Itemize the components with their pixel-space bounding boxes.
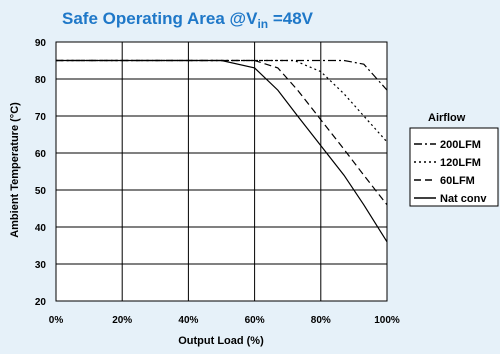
y-tick-label: 60 (35, 149, 47, 160)
x-tick-label: 20% (112, 315, 132, 326)
tick-labels: 20 30 40 50 60 70 80 90 0% 20% 40% 60% 80% 100% (35, 38, 400, 326)
y-tick-label: 40 (35, 223, 47, 234)
legend-title: Airflow (428, 112, 466, 124)
x-tick-label: 0% (49, 315, 64, 326)
x-tick-label: 80% (311, 315, 331, 326)
legend: 200LFM 120LFM 60LFM Nat conv (409, 127, 499, 207)
chart-title: Safe Operating Area @Vin =48V (62, 9, 314, 31)
series-line-60lfm (56, 59, 388, 206)
legend-label: 60LFM (440, 175, 475, 187)
legend-label: Nat conv (440, 193, 487, 205)
x-tick-label: 60% (245, 315, 265, 326)
legend-box (409, 127, 499, 207)
series-line-200lfm (56, 59, 388, 91)
y-tick-label: 70 (35, 112, 47, 123)
plot-area (55, 41, 388, 302)
x-tick-label: 40% (178, 315, 198, 326)
y-tick-label: 30 (35, 260, 47, 271)
y-tick-label: 50 (35, 186, 47, 197)
legend-label: 200LFM (440, 139, 481, 151)
y-tick-label: 20 (35, 297, 47, 308)
gridlines (56, 42, 387, 301)
legend-label: 120LFM (440, 157, 481, 169)
series-lines (56, 59, 388, 243)
y-tick-label: 80 (35, 75, 47, 86)
x-axis-label: Output Load (%) (178, 335, 264, 347)
x-tick-label: 100% (374, 315, 400, 326)
series-line-nat-conv (56, 59, 388, 243)
y-axis-label: Ambient Temperature (°C) (9, 102, 21, 238)
y-tick-label: 90 (35, 38, 47, 49)
